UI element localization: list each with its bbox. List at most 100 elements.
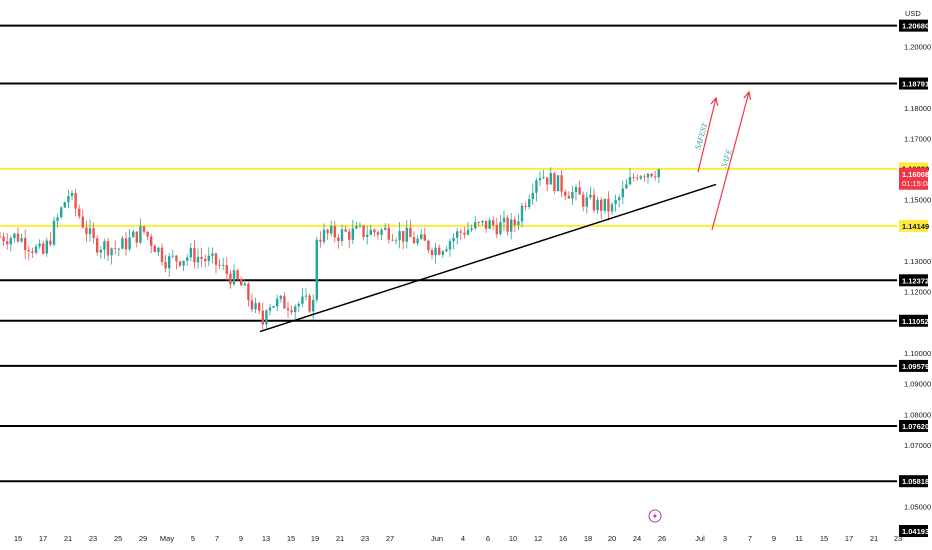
candle-body bbox=[578, 187, 581, 195]
candle-body bbox=[351, 228, 354, 240]
candle-body bbox=[146, 231, 149, 237]
candle-body bbox=[13, 233, 16, 239]
candle-body bbox=[348, 231, 351, 240]
x-tick-label: 4 bbox=[461, 534, 465, 543]
x-tick-label: 18 bbox=[584, 534, 592, 543]
candle-body bbox=[337, 237, 340, 242]
level-tag-1.12372: 1.12372 bbox=[899, 274, 929, 287]
candle-body bbox=[434, 247, 437, 255]
candle-body bbox=[182, 260, 185, 266]
candle-body bbox=[607, 198, 610, 212]
level-tag-1.05818-text: 1.05818 bbox=[902, 477, 929, 486]
candle-body bbox=[96, 238, 99, 253]
x-tick-label: 12 bbox=[534, 534, 542, 543]
candle-body bbox=[420, 234, 423, 239]
candle-body bbox=[45, 240, 48, 254]
candle-body bbox=[488, 220, 491, 229]
level-tag-1.14149-box bbox=[899, 219, 928, 232]
candle-body bbox=[128, 237, 131, 250]
candle-body bbox=[621, 188, 624, 198]
candle-body bbox=[160, 247, 164, 262]
candle-body bbox=[322, 229, 326, 242]
candle-body bbox=[542, 177, 545, 179]
candle-body bbox=[610, 204, 614, 212]
candle-body bbox=[538, 178, 542, 181]
candle-body bbox=[326, 229, 329, 234]
candle-body bbox=[344, 229, 347, 232]
y-tick-label: 1.15000 bbox=[904, 196, 931, 205]
candle-body bbox=[20, 238, 23, 242]
x-axis-ticks: 15 17 21 23 25 29 May 5 7 9 13 15 19 21 23 27 Jun 4 6 10 12 1… bbox=[14, 534, 902, 543]
candle-body bbox=[186, 257, 189, 261]
candle-body bbox=[193, 247, 196, 263]
y-tick-label: 1.17000 bbox=[904, 134, 931, 143]
candle-body bbox=[582, 194, 585, 207]
lightning-icon[interactable] bbox=[648, 509, 662, 523]
candle-body bbox=[110, 248, 113, 256]
candle-body bbox=[135, 231, 138, 243]
x-tick-label: 20 bbox=[608, 534, 616, 543]
x-tick-label: 7 bbox=[215, 534, 219, 543]
candle-body bbox=[380, 229, 383, 235]
candle-body bbox=[232, 270, 236, 285]
candle-body bbox=[286, 308, 290, 311]
candle-body bbox=[448, 241, 452, 250]
candle-body bbox=[585, 197, 588, 207]
candle-body bbox=[16, 233, 20, 242]
trendline-group bbox=[259, 183, 717, 333]
price-tags: 1.20680 1.18791 1.12372 1.11052 1.09579 1.076… bbox=[899, 19, 931, 538]
candle-body bbox=[214, 253, 218, 265]
candle-body bbox=[596, 199, 599, 211]
candle-body bbox=[63, 202, 66, 208]
candle-body bbox=[412, 237, 416, 244]
candle-body bbox=[430, 250, 434, 255]
candle-body bbox=[441, 251, 444, 255]
x-tick-label: 23 bbox=[361, 534, 369, 543]
x-tick-label: 7 bbox=[748, 534, 752, 543]
candle-body bbox=[373, 229, 376, 233]
candle-body bbox=[196, 256, 200, 263]
candle-body bbox=[477, 222, 480, 224]
candle-body bbox=[416, 238, 419, 244]
candle-body bbox=[222, 265, 225, 266]
candle-body bbox=[340, 229, 344, 242]
candle-body bbox=[517, 221, 520, 225]
level-tag-1.14149: 1.14149 bbox=[899, 219, 929, 232]
level-tag-1.05818-box bbox=[899, 475, 928, 488]
candle-body bbox=[114, 248, 117, 250]
y-tick-label: 1.20000 bbox=[904, 42, 931, 51]
candle-body bbox=[398, 231, 401, 241]
x-tick-label: 9 bbox=[772, 534, 776, 543]
candle-body bbox=[423, 234, 426, 241]
candle-body bbox=[236, 270, 239, 280]
candle-body bbox=[499, 222, 502, 235]
level-tag-1.07620-text: 1.07620 bbox=[902, 422, 929, 431]
y-tick-label: 1.18000 bbox=[904, 104, 931, 113]
candle-body bbox=[319, 239, 322, 242]
countdown-text: 01:15:08 bbox=[902, 179, 931, 188]
candle-body bbox=[9, 238, 12, 245]
candle-body bbox=[150, 236, 153, 246]
x-tick-label: 19 bbox=[311, 534, 319, 543]
y-tick-label: 1.09000 bbox=[904, 380, 931, 389]
candle-body bbox=[225, 265, 228, 274]
level-tag-1.12372-box bbox=[899, 274, 928, 287]
level-tag-1.07620: 1.07620 bbox=[899, 419, 929, 432]
candle-body bbox=[654, 176, 657, 178]
candle-body bbox=[31, 251, 34, 253]
y-tick-label: 1.08000 bbox=[904, 410, 931, 419]
candle-body bbox=[358, 225, 362, 227]
candle-body bbox=[268, 307, 272, 311]
candle-body bbox=[6, 241, 9, 245]
level-tag-1.18791: 1.18791 bbox=[899, 77, 929, 90]
x-tick-label: 23 bbox=[89, 534, 97, 543]
x-tick-label: 27 bbox=[386, 534, 394, 543]
candle-body bbox=[549, 173, 552, 185]
candle-body bbox=[261, 310, 264, 325]
x-tick-label: 17 bbox=[39, 534, 47, 543]
candle-body bbox=[643, 176, 646, 178]
candle-body bbox=[247, 283, 250, 301]
x-tick-label: 16 bbox=[559, 534, 567, 543]
